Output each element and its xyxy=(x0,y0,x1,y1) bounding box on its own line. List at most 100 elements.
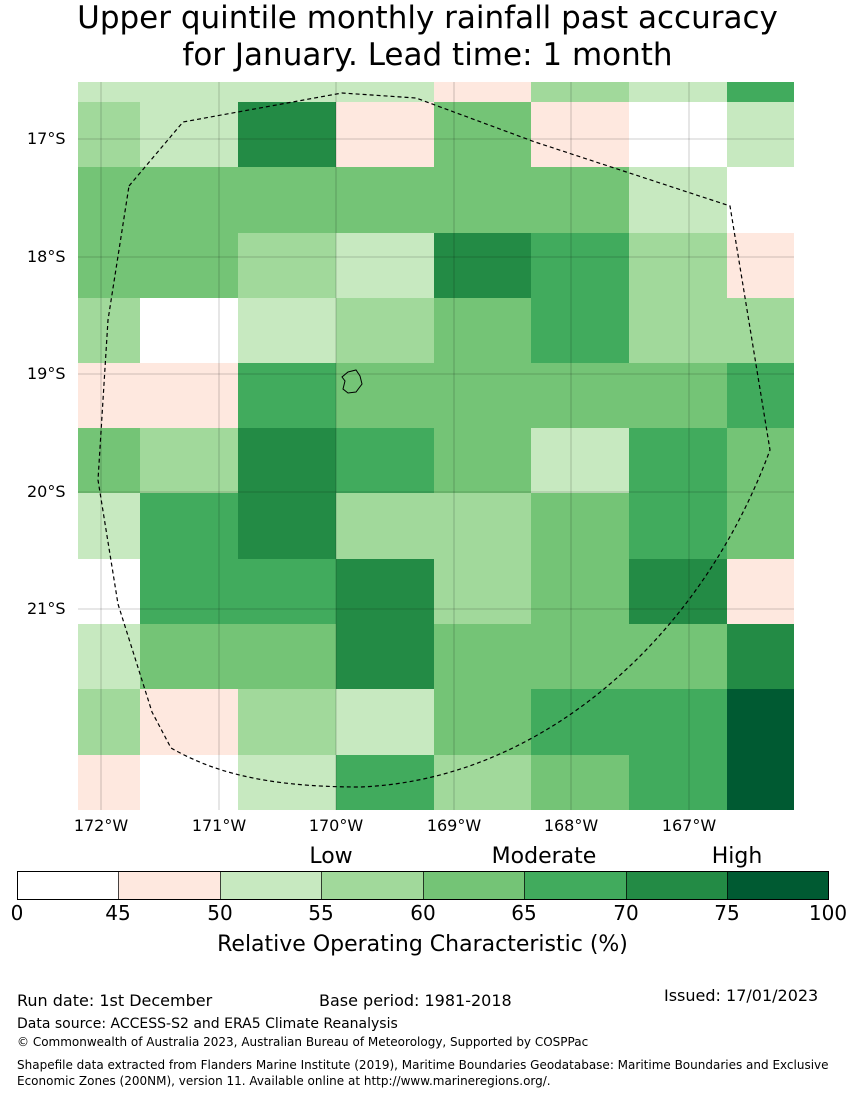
lon-label: 171°W xyxy=(191,816,247,835)
grid-cell xyxy=(140,167,238,233)
grid-cell xyxy=(434,689,531,755)
grid-cell xyxy=(336,298,434,363)
colorbar-segment xyxy=(220,871,322,900)
grid-cell xyxy=(727,624,794,689)
colorbar-segment xyxy=(17,871,119,900)
lat-label: 20°S xyxy=(27,482,66,501)
grid-cell xyxy=(140,102,238,167)
shapefile-credit-line-1: Shapefile data extracted from Flanders M… xyxy=(17,1058,829,1072)
grid-cell xyxy=(336,493,434,559)
grid-cell xyxy=(629,82,727,102)
grid-cell xyxy=(727,428,794,493)
grid-cell xyxy=(238,755,336,810)
lon-label: 169°W xyxy=(426,816,482,835)
grid-cell xyxy=(629,428,727,493)
map-title: Upper quintile monthly rainfall past acc… xyxy=(0,0,855,74)
grid-cell xyxy=(434,493,531,559)
grid-cell xyxy=(140,559,238,624)
grid-cell xyxy=(78,493,140,559)
data-source: Data source: ACCESS-S2 and ERA5 Climate … xyxy=(17,1016,398,1032)
grid-cell xyxy=(336,559,434,624)
title-line-1: Upper quintile monthly rainfall past acc… xyxy=(77,0,778,36)
island-outline xyxy=(341,369,363,394)
grid-cell xyxy=(629,363,727,428)
grid-cell xyxy=(531,689,629,755)
colorbar-segment xyxy=(524,871,627,900)
lon-label: 167°W xyxy=(661,816,717,835)
grid-cell xyxy=(727,689,794,755)
grid-cell xyxy=(531,624,629,689)
grid-cell xyxy=(78,689,140,755)
grid-cell xyxy=(727,167,794,233)
colorbar-segment xyxy=(626,871,728,900)
colorbar-tick: 60 xyxy=(410,901,436,925)
grid-cell xyxy=(629,755,727,810)
lon-label: 168°W xyxy=(543,816,599,835)
grid-cell xyxy=(238,298,336,363)
grid-cell xyxy=(531,82,629,102)
grid-cell xyxy=(336,755,434,810)
grid-cell xyxy=(629,298,727,363)
grid-cell xyxy=(238,559,336,624)
category-high: High xyxy=(711,844,763,869)
shapefile-credit-line-2: Economic Zones (200NM), version 11. Avai… xyxy=(17,1074,551,1088)
grid-cell xyxy=(140,755,238,810)
grid-cell xyxy=(434,428,531,493)
colorbar-tick: 0 xyxy=(10,901,24,925)
grid-cell xyxy=(78,233,140,298)
colorbar-tick: 55 xyxy=(308,901,334,925)
grid-cell xyxy=(140,493,238,559)
grid-cell xyxy=(629,233,727,298)
grid-cell xyxy=(238,428,336,493)
lat-label: 17°S xyxy=(27,129,66,148)
grid-cell xyxy=(434,624,531,689)
grid-cell xyxy=(336,102,434,167)
grid-cell xyxy=(629,493,727,559)
colorbar-segments xyxy=(17,871,829,900)
colorbar-label: Relative Operating Characteristic (%) xyxy=(217,932,628,957)
lat-label: 18°S xyxy=(27,247,66,266)
colorbar-segment xyxy=(423,871,525,900)
rainfall-accuracy-map xyxy=(78,82,794,810)
grid-cell xyxy=(238,689,336,755)
grid-cell xyxy=(238,167,336,233)
grid-cell xyxy=(336,167,434,233)
colorbar-tick: 75 xyxy=(714,901,740,925)
grid-cell xyxy=(531,298,629,363)
grid-cell xyxy=(336,363,434,428)
grid-cell xyxy=(434,363,531,428)
run-date: Run date: 1st December xyxy=(17,991,213,1010)
grid-cell xyxy=(629,624,727,689)
copyright: © Commonwealth of Australia 2023, Austra… xyxy=(17,1035,589,1049)
title-line-2: for January. Lead time: 1 month xyxy=(182,37,673,73)
lon-label: 172°W xyxy=(73,816,129,835)
grid-cell xyxy=(140,233,238,298)
grid-cell xyxy=(238,624,336,689)
colorbar xyxy=(17,871,829,900)
grid-cell xyxy=(238,82,336,102)
category-low: Low xyxy=(309,844,353,869)
grid-cell xyxy=(336,624,434,689)
grid-cell xyxy=(238,493,336,559)
colorbar-tick: 50 xyxy=(207,901,233,925)
grid-cell xyxy=(727,559,794,624)
grid-cell xyxy=(78,102,140,167)
grid-cell xyxy=(78,298,140,363)
grid-cell xyxy=(531,755,629,810)
grid-cell xyxy=(629,689,727,755)
base-period: Base period: 1981-2018 xyxy=(319,991,512,1010)
graticule xyxy=(78,82,794,810)
grid-cell xyxy=(78,755,140,810)
grid-cell xyxy=(238,102,336,167)
grid-cell xyxy=(727,233,794,298)
category-moderate: Moderate xyxy=(491,844,597,869)
grid-cell xyxy=(727,82,794,102)
lat-label: 19°S xyxy=(27,364,66,383)
grid-cell xyxy=(727,298,794,363)
grid-cell xyxy=(531,363,629,428)
grid-cell xyxy=(727,493,794,559)
lat-label: 21°S xyxy=(27,599,66,618)
colorbar-tick: 65 xyxy=(511,901,537,925)
eez-boundary xyxy=(97,92,771,788)
grid-cell xyxy=(434,82,531,102)
